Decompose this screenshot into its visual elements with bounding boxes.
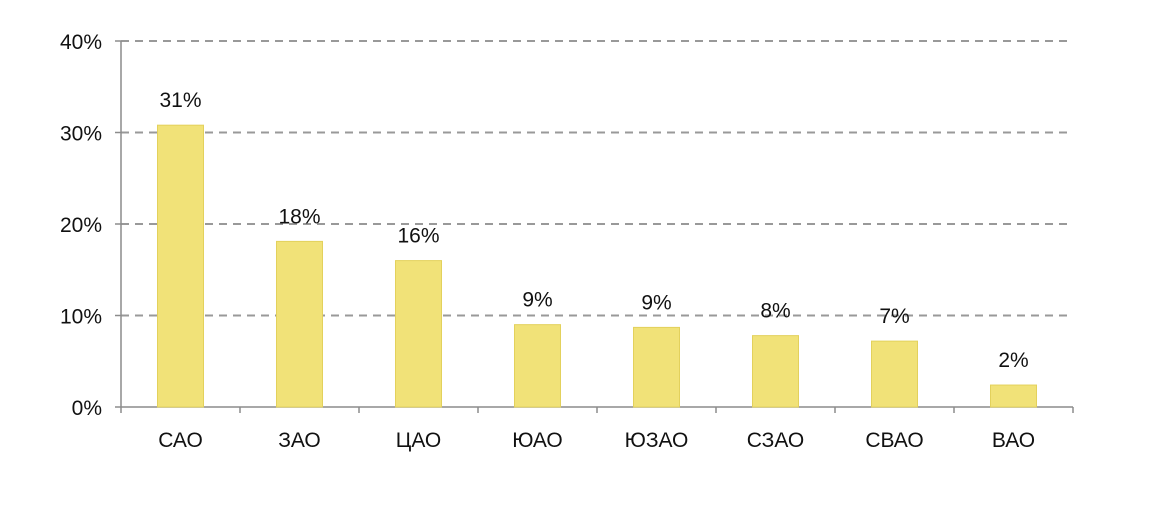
bar-4 — [514, 324, 561, 408]
y-tick-labels: 0% 10% 20% 30% 40% — [60, 31, 102, 420]
data-label-2: 18% — [278, 205, 320, 228]
x-tick-label-1: САО — [158, 429, 203, 452]
bar-5 — [633, 326, 680, 408]
data-label-3: 16% — [397, 225, 439, 248]
bars — [157, 124, 1037, 408]
x-tick-label-7: СВАО — [865, 429, 923, 452]
bar-2 — [276, 240, 323, 408]
gridlines — [121, 40, 1073, 317]
x-tick-label-4: ЮАО — [512, 429, 562, 452]
bar-1 — [157, 124, 204, 408]
x-tick-label-3: ЦАО — [396, 429, 441, 452]
data-label-8: 2% — [998, 349, 1028, 372]
data-label-5: 9% — [641, 291, 671, 314]
data-label-1: 31% — [159, 89, 201, 112]
data-label-7: 7% — [879, 305, 909, 328]
x-tick-label-2: ЗАО — [278, 429, 321, 452]
data-label-6: 8% — [760, 300, 790, 323]
bar-8 — [990, 384, 1037, 408]
bar-6 — [752, 335, 799, 408]
bar-7 — [871, 340, 918, 408]
y-tick-label-20: 20% — [60, 214, 102, 237]
data-labels: 31% 18% 16% 9% 9% 8% 7% 2% — [159, 89, 1028, 372]
x-tick-label-6: СЗАО — [747, 429, 805, 452]
x-tick-label-5: ЮЗАО — [625, 429, 689, 452]
x-tick-label-8: ВАО — [992, 429, 1035, 452]
bar-3 — [395, 260, 442, 408]
y-tick-label-0: 0% — [72, 397, 102, 420]
y-tick-label-40: 40% — [60, 31, 102, 54]
y-tick-label-30: 30% — [60, 123, 102, 146]
y-tick-label-10: 10% — [60, 306, 102, 329]
axes — [115, 40, 1074, 413]
data-label-4: 9% — [522, 289, 552, 312]
x-tick-labels: САО ЗАО ЦАО ЮАО ЮЗАО СЗАО СВАО ВАО — [158, 429, 1035, 452]
